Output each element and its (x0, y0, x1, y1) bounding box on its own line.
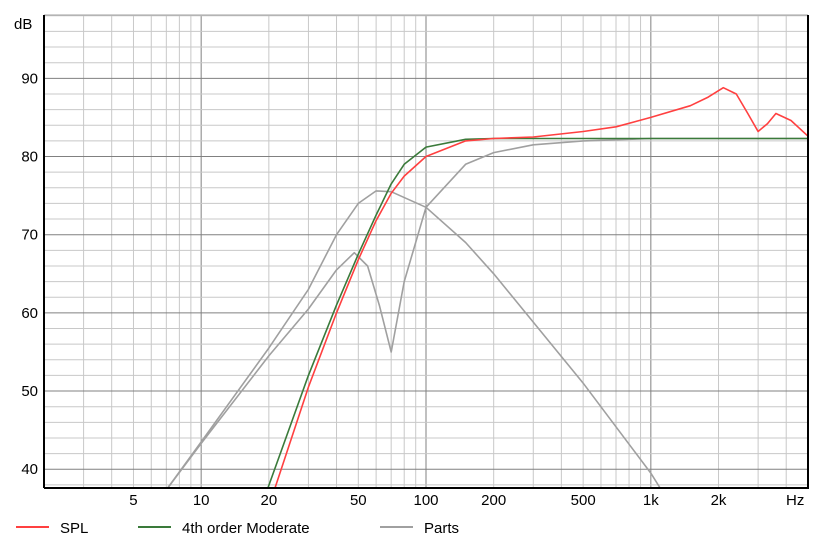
curves (167, 86, 809, 489)
series-line-spl (274, 86, 809, 489)
x-tick-label: 500 (571, 492, 596, 509)
legend-label: Parts (424, 520, 459, 537)
y-tick-label: 90 (21, 70, 38, 87)
plot-frame (43, 14, 809, 489)
x-tick-label: 5 (129, 492, 137, 509)
x-tick-label: 1k (643, 492, 659, 509)
legend-label: 4th order Moderate (182, 520, 310, 537)
x-tick-labels: 5 10 20 50 100 200 500 1k 2k (129, 492, 727, 509)
y-tick-label: 60 (21, 305, 38, 322)
y-tick-label: 70 (21, 227, 38, 244)
x-tick-label: 20 (260, 492, 277, 509)
x-tick-label: 50 (350, 492, 367, 509)
series-line-4th-order-moderate (267, 137, 808, 489)
series-line-parts (167, 190, 661, 489)
legend-label: SPL (60, 520, 88, 537)
x-tick-label: 100 (413, 492, 438, 509)
legend: SPL 4th order Moderate Parts (16, 520, 459, 537)
y-tick-label: 50 (21, 383, 38, 400)
y-tick-label: 40 (21, 461, 38, 478)
y-axis-label: dB (14, 16, 32, 33)
x-tick-label: 2k (711, 492, 727, 509)
x-tick-label: 200 (481, 492, 506, 509)
y-tick-labels: 90 80 70 60 50 40 (21, 70, 38, 478)
series-line-parts (167, 137, 808, 489)
x-tick-label: 10 (193, 492, 210, 509)
x-axis-label: Hz (786, 492, 804, 509)
grid (43, 15, 809, 488)
y-tick-label: 80 (21, 149, 38, 166)
